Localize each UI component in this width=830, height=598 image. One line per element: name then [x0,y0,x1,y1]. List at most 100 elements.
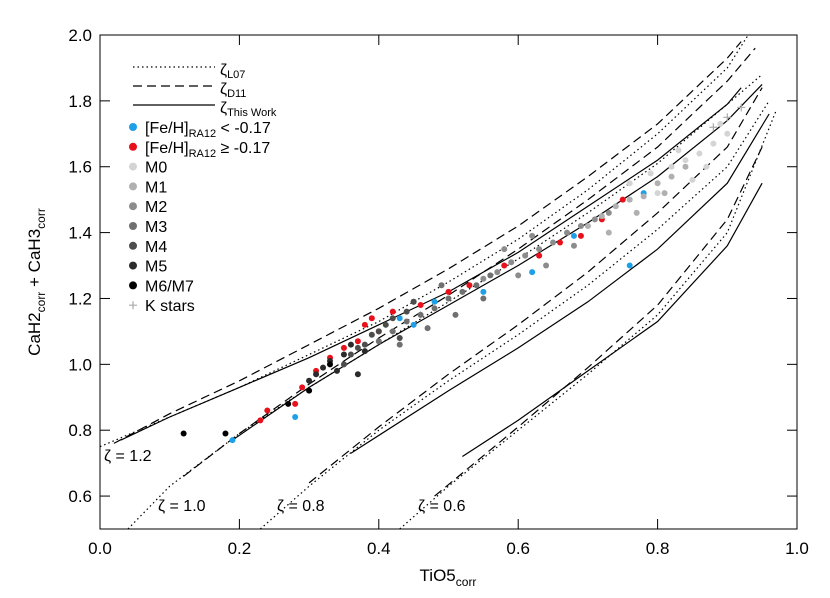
star-point [675,147,682,154]
star-point [292,400,299,407]
star-point [431,298,438,305]
zeta-curve [259,100,770,529]
plot-area [100,35,777,529]
y-tick-label: 0.6 [68,487,92,506]
legend-name: [Fe/H] [145,140,189,157]
star-point [598,213,605,220]
star-point [424,325,431,332]
star-point [361,321,368,328]
star-point [257,417,264,424]
star-point [696,150,703,157]
legend-marker [129,301,137,310]
legend-marker [129,202,137,211]
star-point [584,223,591,230]
star-point [299,384,306,391]
legend-name: [Fe/H] [145,120,189,137]
legend-label: ζThis Work [220,100,277,119]
star-point [654,190,661,197]
star-point [361,341,368,348]
star-point [306,387,313,394]
x-label-main: TiO5 [420,566,456,585]
zeta-curve [350,113,770,454]
star-point [605,209,612,216]
star-point [403,318,410,325]
star-point [452,311,459,318]
star-point [466,282,473,289]
star-point [347,341,354,348]
legend-label: K stars [145,298,195,315]
y-tick-label: 0.8 [68,421,92,440]
star-point [354,338,361,345]
legend-label: M2 [145,199,167,216]
star-point [229,437,236,444]
star-point [640,193,647,200]
star-point [306,377,313,384]
legend-sub: D11 [227,88,246,100]
star-point [396,315,403,322]
star-point [605,229,612,236]
legend-label: M3 [145,219,167,236]
legend-marker [129,241,137,250]
star-point [340,351,347,358]
star-point [710,140,717,147]
y-tick-label: 2.0 [68,26,92,45]
star-point [473,282,480,289]
star-point [557,239,564,246]
star-point [626,196,633,203]
star-point [340,344,347,351]
star-point [501,262,508,269]
star-point [180,430,187,437]
star-point [327,361,334,368]
star-point [487,272,494,279]
legend-label: M0 [145,160,167,177]
star-point [285,400,292,407]
star-point [577,232,584,239]
star-point [354,371,361,378]
star-point [619,196,626,203]
star-point [480,288,487,295]
x-label-sub: corr [456,575,477,589]
star-point [389,308,396,315]
legend-marker [129,281,137,290]
legend-label: M4 [145,239,167,256]
star-point [515,272,522,279]
star-point [689,176,696,183]
star-point [264,407,271,414]
star-point [333,367,340,374]
legend-name: M6/M7 [145,278,194,295]
star-point [368,331,375,338]
star-point [522,252,529,259]
legend-marker [129,142,137,151]
legend-label: M6/M7 [145,278,194,295]
star-point [508,259,515,266]
y-tick-label: 1.8 [68,92,92,111]
star-point [577,223,584,230]
star-point [445,288,452,295]
legend-name: M1 [145,179,167,196]
star-point [661,190,668,197]
star-point [570,232,577,239]
star-point [438,282,445,289]
legend-name: M3 [145,219,167,236]
zeta-curve [308,87,763,484]
legend-marker [129,222,137,230]
star-point [480,295,487,302]
star-point [717,120,724,127]
legend-name: M2 [145,199,167,216]
star-point [494,269,501,276]
y-tick-label: 1.2 [68,289,92,308]
star-point [340,361,347,368]
y-label-sub2: corr [34,208,48,229]
zeta-curve [113,41,742,444]
legend-sub: RA12 [189,148,217,160]
star-point [654,180,661,187]
k-star-point [723,113,732,122]
star-point [647,170,654,177]
star-point [375,328,382,335]
star-point [536,252,543,259]
star-point [724,130,731,137]
legend-marker [129,261,137,270]
y-label-sub: corr [34,292,48,313]
zeta-curve [127,74,763,529]
